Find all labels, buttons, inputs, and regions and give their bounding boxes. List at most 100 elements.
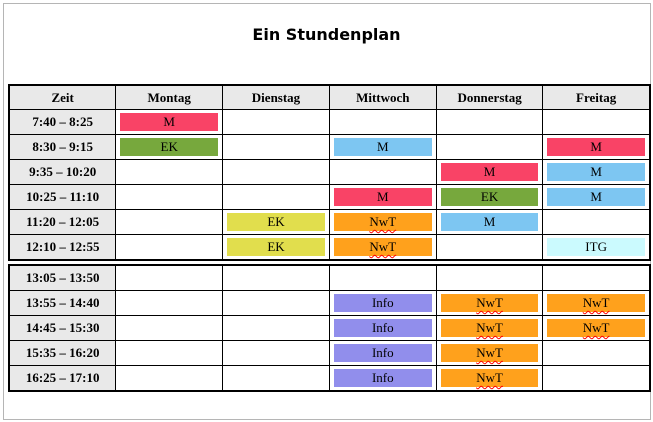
lesson-cell: NwT — [435, 290, 544, 316]
lesson-block: NwT — [333, 238, 432, 256]
lesson-label: M — [377, 139, 389, 154]
lesson-block: M — [333, 188, 432, 206]
timetable-row: 10:25 – 11:10 M EK M — [8, 184, 651, 210]
lesson-cell: NwT — [542, 290, 651, 316]
timetable-row: 13:05 – 13:50 — [8, 264, 651, 291]
empty-cell — [328, 264, 437, 291]
time-slot: 11:20 – 12:05 — [8, 209, 117, 235]
lesson-cell: M — [435, 209, 544, 235]
column-header-montag: Montag — [115, 84, 224, 110]
time-slot: 16:25 – 17:10 — [8, 365, 117, 392]
lesson-label: M — [377, 189, 389, 204]
column-header-dienstag: Dienstag — [222, 84, 330, 110]
empty-cell — [115, 340, 224, 366]
time-slot: 9:35 – 10:20 — [8, 159, 117, 185]
lesson-cell: NwT — [328, 209, 437, 235]
lesson-label: EK — [160, 139, 178, 154]
lesson-block: NwT — [333, 213, 432, 231]
lesson-block: EK — [227, 213, 325, 231]
lesson-label: Info — [371, 370, 394, 385]
empty-cell — [115, 264, 224, 291]
lesson-block: EK — [440, 188, 539, 206]
empty-cell — [222, 365, 330, 392]
lesson-label: NwT — [369, 214, 397, 229]
lesson-cell: M — [542, 159, 651, 185]
lesson-cell: M — [435, 159, 544, 185]
time-slot: 10:25 – 11:10 — [8, 184, 117, 210]
timetable-morning: Zeit Montag Dienstag Mittwoch Donnerstag… — [8, 84, 651, 261]
empty-cell — [222, 184, 330, 210]
lesson-block: NwT — [440, 319, 539, 337]
empty-cell — [435, 264, 544, 291]
lesson-label: Info — [371, 295, 394, 310]
lesson-block: NwT — [547, 319, 645, 337]
lesson-label: M — [590, 189, 602, 204]
lesson-cell: M — [328, 184, 437, 210]
timetable-row: 11:20 – 12:05 EK NwT M — [8, 209, 651, 235]
time-slot: 13:55 – 14:40 — [8, 290, 117, 316]
lesson-block: Info — [333, 369, 432, 387]
timetable-row: 9:35 – 10:20 M M — [8, 159, 651, 185]
empty-cell — [542, 209, 651, 235]
lesson-label: EK — [480, 189, 499, 204]
column-header-freitag: Freitag — [542, 84, 651, 110]
lesson-cell: Info — [328, 290, 437, 316]
empty-cell — [542, 109, 651, 135]
lesson-block: M — [547, 188, 645, 206]
empty-cell — [222, 264, 330, 291]
lesson-label: EK — [267, 239, 285, 254]
time-slot: 14:45 – 15:30 — [8, 315, 117, 341]
lesson-cell: EK — [222, 209, 330, 235]
timetable-afternoon: 13:05 – 13:50 13:55 – 14:40 Info NwT NwT 14:4… — [8, 264, 651, 392]
empty-cell — [435, 234, 544, 261]
timetable-row: 16:25 – 17:10 Info NwT — [8, 365, 651, 392]
lesson-cell: NwT — [542, 315, 651, 341]
lesson-label: M — [483, 164, 496, 179]
timetable-row: 14:45 – 15:30 Info NwT NwT — [8, 315, 651, 341]
time-slot: 8:30 – 9:15 — [8, 134, 117, 160]
page-title: Ein Stundenplan — [252, 25, 401, 44]
lesson-label: EK — [267, 214, 285, 229]
time-slot: 13:05 – 13:50 — [8, 264, 117, 291]
time-slot: 12:10 – 12:55 — [8, 234, 117, 261]
lesson-label: Info — [371, 345, 394, 360]
lesson-cell: M — [115, 109, 224, 135]
empty-cell — [115, 184, 224, 210]
empty-cell — [435, 109, 544, 135]
empty-cell — [542, 264, 651, 291]
lesson-label: Info — [371, 320, 394, 335]
empty-cell — [542, 365, 651, 392]
lesson-cell: M — [542, 184, 651, 210]
lesson-cell: M — [328, 134, 437, 160]
lesson-block: Info — [333, 294, 432, 312]
timetable-row: 15:35 – 16:20 Info NwT — [8, 340, 651, 366]
column-header-donnerstag: Donnerstag — [435, 84, 544, 110]
lesson-block: NwT — [440, 294, 539, 312]
lesson-cell: NwT — [435, 365, 544, 392]
lesson-cell: EK — [435, 184, 544, 210]
lesson-label: NwT — [369, 239, 397, 254]
lesson-cell: Info — [328, 365, 437, 392]
lesson-label: M — [590, 139, 602, 154]
empty-cell — [328, 159, 437, 185]
lesson-cell: Info — [328, 315, 437, 341]
empty-cell — [222, 109, 330, 135]
lesson-label: NwT — [582, 320, 610, 335]
empty-cell — [222, 340, 330, 366]
lesson-block: ITG — [547, 238, 645, 256]
empty-cell — [115, 290, 224, 316]
empty-cell — [328, 109, 437, 135]
empty-cell — [222, 315, 330, 341]
empty-cell — [222, 290, 330, 316]
timetable-row: 13:55 – 14:40 Info NwT NwT — [8, 290, 651, 316]
lesson-block: M — [547, 138, 645, 156]
lesson-label: NwT — [476, 320, 503, 335]
lesson-block: M — [440, 213, 539, 231]
lesson-label: NwT — [582, 295, 610, 310]
lesson-block: EK — [227, 238, 325, 256]
lesson-block: Info — [333, 344, 432, 362]
lesson-block: EK — [120, 138, 219, 156]
lesson-block: NwT — [547, 294, 645, 312]
lesson-block: M — [440, 163, 539, 181]
